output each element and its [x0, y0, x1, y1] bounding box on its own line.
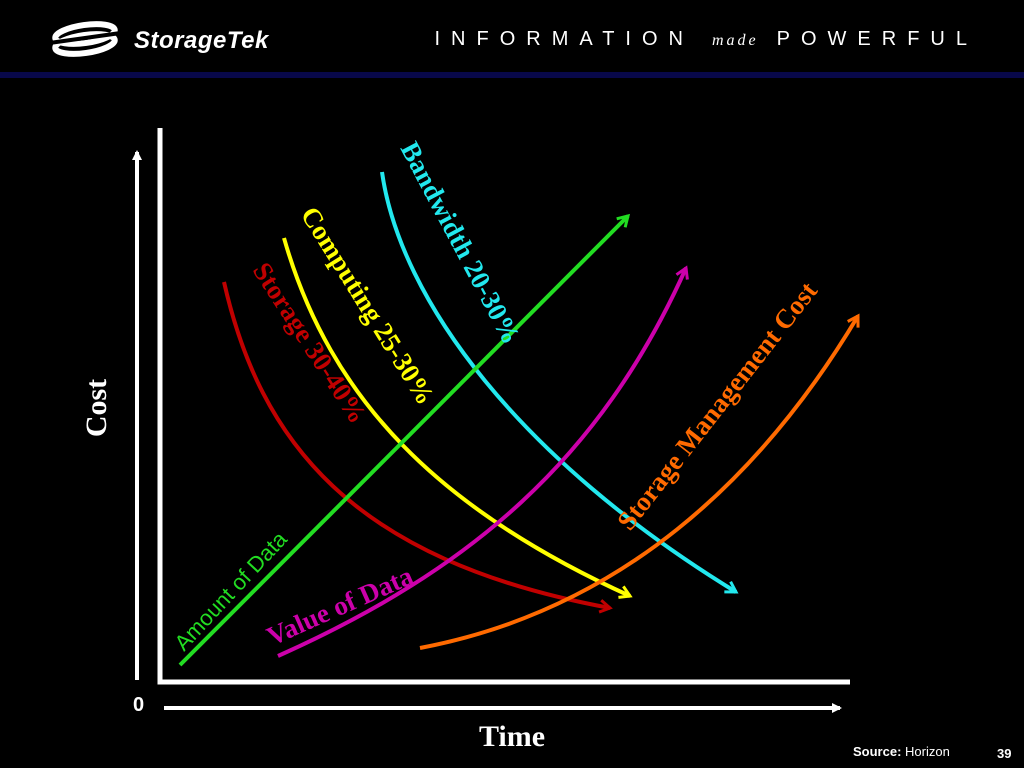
- source-label: Source:: [853, 744, 902, 759]
- origin-label: 0: [133, 694, 144, 716]
- computing-curve: [282, 237, 633, 599]
- footer-source: Source: Horizon: [853, 744, 950, 759]
- x-axis-label: Time: [479, 720, 545, 753]
- tagline: INFORMATION made POWERFUL: [434, 28, 978, 51]
- value-of-data-curve: [277, 265, 689, 658]
- amount-of-data-line: [178, 213, 631, 667]
- bandwidth-label: Bandwidth 20-30%: [395, 137, 527, 349]
- source-value: Horizon: [905, 744, 950, 759]
- header-divider: [0, 72, 1024, 78]
- brand-name: StorageTek: [134, 27, 269, 54]
- bandwidth-curve: [380, 171, 739, 594]
- value-of-data-label: Value of Data: [262, 560, 418, 651]
- header-bar: [0, 0, 1024, 74]
- storage-mgmt-curve: [419, 313, 860, 650]
- tagline-powerful: POWERFUL: [776, 28, 978, 50]
- tagline-information: INFORMATION: [434, 28, 694, 50]
- tagline-made: made: [712, 32, 759, 49]
- chart-frame: [157, 128, 850, 685]
- storage-curve: [222, 281, 613, 614]
- storagetek-logo-icon: [50, 21, 120, 57]
- page-number: 39: [997, 746, 1012, 761]
- y-axis-label: Cost: [80, 379, 113, 437]
